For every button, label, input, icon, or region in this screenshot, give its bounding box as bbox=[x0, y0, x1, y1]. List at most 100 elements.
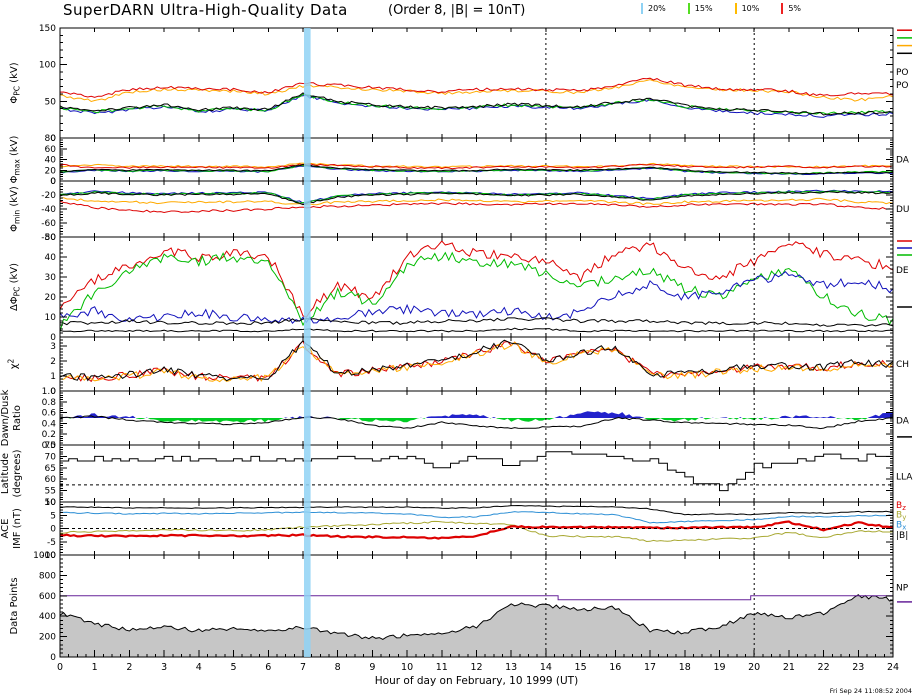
x-tick-label: 8 bbox=[335, 662, 341, 673]
y-tick-label: 0.0 bbox=[42, 441, 57, 451]
series-dev-red bbox=[60, 240, 893, 318]
x-tick-label: 1 bbox=[92, 662, 98, 673]
x-tick-label: 16 bbox=[609, 662, 621, 673]
legend-swatch-10pct bbox=[734, 3, 737, 14]
y-axis-label: (degrees) bbox=[12, 449, 23, 497]
series-pot-black bbox=[60, 92, 893, 116]
series-np-area-fill bbox=[60, 594, 893, 657]
page-subtitle: (Order 8, |B| = 10nT) bbox=[388, 3, 526, 18]
y-tick-label: 50 bbox=[45, 97, 57, 107]
y-tick-label: 80 bbox=[45, 134, 57, 144]
series-max-red bbox=[60, 163, 893, 170]
y-tick-label: 200 bbox=[39, 633, 56, 643]
series-imf-bz bbox=[60, 520, 893, 540]
y-axis-label: Φmin​ (kV) bbox=[9, 186, 22, 232]
y-tick-label: 70 bbox=[45, 452, 57, 462]
y-axis-label: IMF (nT) bbox=[12, 508, 23, 549]
right-panel-label: DA bbox=[896, 417, 910, 427]
right-panel-label: Bx bbox=[896, 520, 906, 531]
y-tick-label: 0 bbox=[50, 134, 56, 144]
y-tick-label: 20 bbox=[45, 293, 57, 303]
panel-border bbox=[59, 336, 894, 392]
panel-border bbox=[59, 180, 894, 238]
y-tick-label: 0.8 bbox=[42, 398, 57, 408]
y-tick-label: -40 bbox=[41, 205, 56, 215]
legend-item: 5% bbox=[781, 3, 801, 14]
x-tick-label: 13 bbox=[505, 662, 517, 673]
panel-border bbox=[59, 27, 894, 139]
y-tick-label: 40 bbox=[45, 156, 57, 166]
right-panel-label: Bz bbox=[896, 501, 906, 512]
series-ratio-fill-neg bbox=[60, 418, 893, 423]
series-pot-green bbox=[60, 93, 893, 115]
right-panel-label: LLA bbox=[896, 472, 913, 482]
x-tick-label: 21 bbox=[783, 662, 795, 673]
y-tick-label: 150 bbox=[39, 24, 56, 34]
x-tick-label: 5 bbox=[230, 662, 236, 673]
panel-border bbox=[59, 137, 894, 182]
y-tick-label: 2 bbox=[50, 357, 56, 367]
legend-item: 20% bbox=[641, 3, 666, 14]
x-axis-label: Hour of day on February, 10 1999 (UT) bbox=[375, 675, 578, 687]
y-axis-label: Data Points bbox=[9, 577, 20, 634]
x-tick-label: 23 bbox=[852, 662, 864, 673]
series-chi-black bbox=[60, 339, 893, 382]
y-tick-label: 800 bbox=[39, 571, 56, 581]
series-imf-by bbox=[60, 520, 893, 543]
y-tick-label: 1.0 bbox=[42, 387, 57, 397]
y-tick-label: 75 bbox=[45, 441, 56, 451]
legend-label: 5% bbox=[788, 4, 802, 13]
x-tick-label: 7 bbox=[300, 662, 306, 673]
series-ratio-fill-pos bbox=[60, 411, 893, 418]
y-axis-label: Latitude bbox=[0, 453, 11, 494]
y-tick-label: -20 bbox=[41, 191, 56, 201]
event-band bbox=[304, 28, 311, 657]
x-tick-label: 3 bbox=[161, 662, 167, 673]
x-tick-label: 0 bbox=[57, 662, 63, 673]
y-tick-label: 400 bbox=[39, 612, 56, 622]
y-tick-label: 100 bbox=[39, 61, 56, 71]
legend-label: 20% bbox=[648, 4, 666, 13]
y-tick-label: -80 bbox=[41, 233, 56, 243]
x-tick-label: 18 bbox=[679, 662, 691, 673]
x-tick-label: 17 bbox=[644, 662, 656, 673]
right-panel-label: DA bbox=[896, 156, 910, 166]
page-title: SuperDARN Ultra-High-Quality Data bbox=[63, 1, 348, 19]
y-tick-label: 0 bbox=[50, 177, 56, 187]
right-panel-label: PO bbox=[896, 68, 909, 78]
series-min-orange bbox=[60, 197, 893, 206]
y-tick-label: 55 bbox=[45, 487, 56, 497]
right-panel-label: NP bbox=[896, 584, 909, 594]
x-tick-label: 12 bbox=[470, 662, 482, 673]
panel-delta-phi-pc: 0 10 20 30 40 50 ΔΦPC​ (kV) DE bbox=[9, 233, 912, 343]
x-tick-label: 4 bbox=[196, 662, 202, 673]
x-tick-label: 15 bbox=[575, 662, 587, 673]
series-dev-blue bbox=[60, 271, 893, 325]
y-axis-label: ΦPC​ (kV) bbox=[9, 62, 22, 103]
x-tick-label: 10 bbox=[401, 662, 413, 673]
y-tick-label: 3 bbox=[50, 342, 56, 352]
x-tick-label: 6 bbox=[265, 662, 271, 673]
series-chi-orange bbox=[60, 341, 893, 383]
y-tick-label: 30 bbox=[45, 273, 57, 283]
x-tick-label: 2 bbox=[126, 662, 132, 673]
panel-phi-pc: 0 50 100 150 ΦPC​ (kV) PO PO bbox=[9, 24, 912, 144]
y-tick-label: 0 bbox=[50, 387, 56, 397]
y-axis-label: ACE bbox=[0, 519, 11, 539]
series-chi-red bbox=[60, 339, 893, 383]
legend-item: 10% bbox=[734, 3, 760, 14]
panel-border bbox=[59, 444, 894, 503]
series-ratio-line bbox=[60, 415, 893, 430]
legend-label: 10% bbox=[741, 4, 760, 13]
panel-chi-squared: 0 1 2 3 χ2​ CH bbox=[7, 336, 909, 397]
y-axis-label: Dawn/Dusk bbox=[0, 389, 11, 446]
right-panel-label: PO bbox=[896, 81, 909, 91]
y-tick-label: 10 bbox=[45, 498, 57, 508]
x-tick-label: 9 bbox=[369, 662, 375, 673]
legend-swatch-20pct bbox=[641, 3, 643, 14]
